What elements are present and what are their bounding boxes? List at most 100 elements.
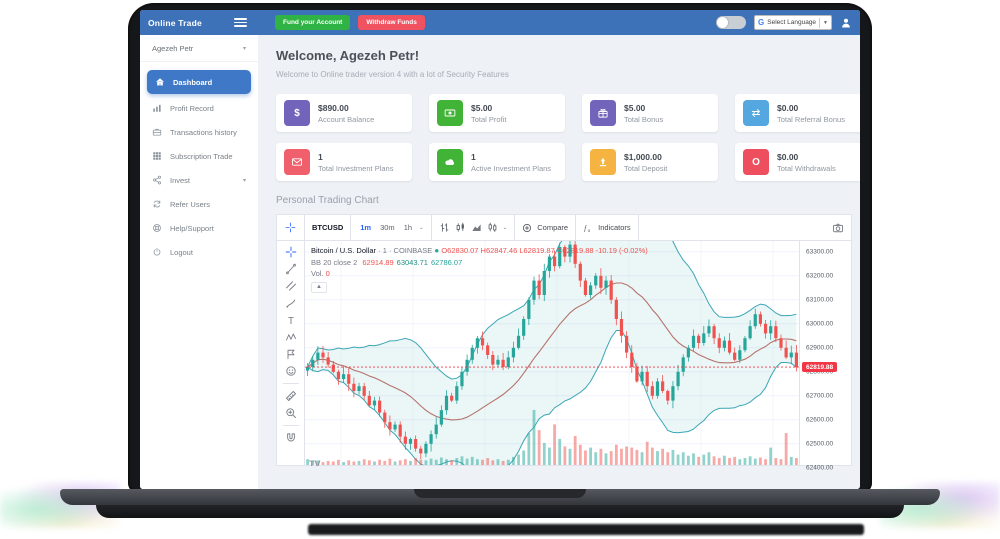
area-style-icon[interactable]	[471, 222, 482, 233]
chart-style-switcher: ⌄	[432, 215, 516, 240]
legend-symbol-name[interactable]: Bitcoin / U.S. Dollar	[311, 246, 377, 255]
interval-switcher: 1m 30m 1h ⌄	[351, 215, 432, 240]
stat-card-total-investment-plans: 1 Total Investment Plans	[276, 143, 412, 181]
stat-value: $890.00	[318, 102, 349, 113]
chevron-down-icon[interactable]: ⌄	[502, 224, 508, 231]
bb-value: 62914.89	[362, 258, 394, 267]
symbol-button[interactable]: BTCUSD	[305, 215, 352, 240]
sidebar-user-dropdown[interactable]: Agezeh Petr ▾	[140, 35, 258, 62]
language-selector[interactable]: G Select Language ▼	[754, 15, 832, 30]
parallel-channel-icon[interactable]	[285, 280, 297, 292]
bb-value: 62786.07	[430, 258, 463, 267]
stat-card-icon-tile: $	[284, 100, 310, 126]
toggle-knob	[717, 17, 729, 28]
ruler-icon[interactable]	[285, 390, 297, 402]
briefcase-icon	[152, 127, 162, 137]
tradingview-logo[interactable]: TV	[309, 459, 321, 466]
price-tick: 63000.00	[806, 320, 834, 328]
sidebar-item-transactions-history[interactable]: Transactions history	[140, 120, 258, 144]
withdraw-funds-button[interactable]: Withdraw Funds	[358, 15, 425, 30]
chevron-down-icon[interactable]: ⌄	[419, 224, 424, 231]
zoom-in-icon[interactable]	[285, 407, 297, 419]
fund-account-button[interactable]: Fund your Account	[275, 15, 351, 30]
sidebar-item-label: Dashboard	[173, 77, 213, 87]
interval-1h[interactable]: 1h	[403, 223, 413, 232]
candlestick-chart[interactable]	[305, 241, 799, 465]
user-icon[interactable]	[840, 17, 852, 29]
sitemap-icon	[152, 175, 162, 185]
sidebar-item-help-support[interactable]: Help/Support	[140, 216, 258, 240]
sidebar-item-dashboard[interactable]: Dashboard	[147, 70, 251, 94]
exchange-icon	[750, 107, 762, 119]
legend-bb-label[interactable]: BB 20 close 2	[311, 258, 358, 267]
bb-value: 63043.71	[396, 258, 428, 267]
sidebar-item-refer-users[interactable]: Refer Users	[140, 192, 258, 216]
hollow-candles-style-icon[interactable]	[487, 222, 498, 233]
theme-toggle[interactable]	[716, 16, 747, 29]
candles-style-icon[interactable]	[455, 222, 466, 233]
sidebar-item-label: Logout	[170, 247, 193, 257]
stat-card-icon-tile	[284, 149, 310, 175]
compare-button[interactable]: Compare	[515, 215, 577, 240]
price-tick: 62400.00	[806, 464, 834, 472]
google-translate-icon: G	[758, 18, 765, 27]
price-tick: 62500.00	[806, 440, 834, 448]
stat-value: $1,000.00	[624, 151, 662, 162]
crosshair-mode-button[interactable]	[277, 215, 305, 240]
xabcd-pattern-icon[interactable]	[285, 331, 297, 343]
crosshair-icon[interactable]	[285, 246, 297, 258]
stat-card-icon-tile: O	[743, 149, 769, 175]
hamburger-menu-icon[interactable]	[234, 18, 247, 27]
legend-collapse-button[interactable]: ▲	[311, 281, 327, 293]
last-price-tag: 62819.88	[802, 362, 838, 373]
sidebar-item-profit-record[interactable]: Profit Record	[140, 96, 258, 120]
price-tick: 62600.00	[806, 416, 834, 424]
circle-o-icon: O	[752, 156, 760, 168]
symbol-label: BTCUSD	[312, 223, 344, 232]
legend-bb-values: 62914.89 63043.71 62786.07	[359, 258, 462, 267]
legend-symbol-meta: · 1 · COINBASE	[378, 246, 433, 255]
crosshair-icon	[285, 222, 296, 233]
sidebar-item-subscription-trade[interactable]: Subscription Trade	[140, 144, 258, 168]
price-axis[interactable]: 63300.00 63200.00 63100.00 63000.00 62900.00…	[799, 241, 851, 471]
drawing-toolbar: T	[277, 241, 305, 466]
status-dot-icon: ●	[434, 246, 440, 255]
stat-card-icon-tile	[743, 100, 769, 126]
stat-label: Total Bonus	[624, 114, 664, 124]
svg-text:f: f	[584, 225, 587, 232]
stat-card-icon-tile	[590, 100, 616, 126]
life-ring-icon	[152, 223, 162, 233]
text-icon[interactable]: T	[285, 314, 297, 326]
bars-style-icon[interactable]	[439, 222, 450, 233]
chevron-down-icon: ▾	[242, 46, 246, 52]
chart-plot-area[interactable]: Bitcoin / U.S. Dollar · 1 · COINBASE ● O…	[305, 241, 799, 466]
laptop-shadow	[308, 524, 864, 535]
interval-1m[interactable]: 1m	[360, 223, 372, 232]
legend-volume-label[interactable]: Vol.	[311, 269, 324, 279]
stat-card-active-investment-plans: 1 Active Investment Plans	[429, 143, 565, 181]
gift-icon	[597, 107, 609, 119]
emoji-icon[interactable]	[285, 365, 297, 377]
interval-30m[interactable]: 30m	[380, 223, 395, 232]
sidebar-item-invest[interactable]: Invest ▾	[140, 168, 258, 192]
upload-icon	[597, 156, 609, 168]
trend-line-icon[interactable]	[285, 263, 297, 275]
laptop-notch	[414, 489, 586, 498]
stat-card-total-profit: $5.00 Total Profit	[429, 94, 565, 132]
top-navbar: Online Trade Fund your Account Withdraw …	[140, 10, 860, 35]
sidebar-item-logout[interactable]: Logout	[140, 240, 258, 264]
legend-volume-value: 0	[325, 269, 330, 279]
brush-icon[interactable]	[285, 297, 297, 309]
stat-label: Total Withdrawals	[777, 163, 836, 173]
price-tick: 63100.00	[806, 296, 834, 304]
svg-text:x: x	[588, 227, 591, 232]
stat-card-total-bonus: $5.00 Total Bonus	[582, 94, 718, 132]
snapshot-button[interactable]	[825, 215, 851, 240]
forecast-icon[interactable]	[285, 348, 297, 360]
magnet-icon[interactable]	[285, 432, 297, 444]
stat-value: 1	[471, 151, 476, 162]
laptop-screen: Online Trade Fund your Account Withdraw …	[140, 10, 860, 489]
